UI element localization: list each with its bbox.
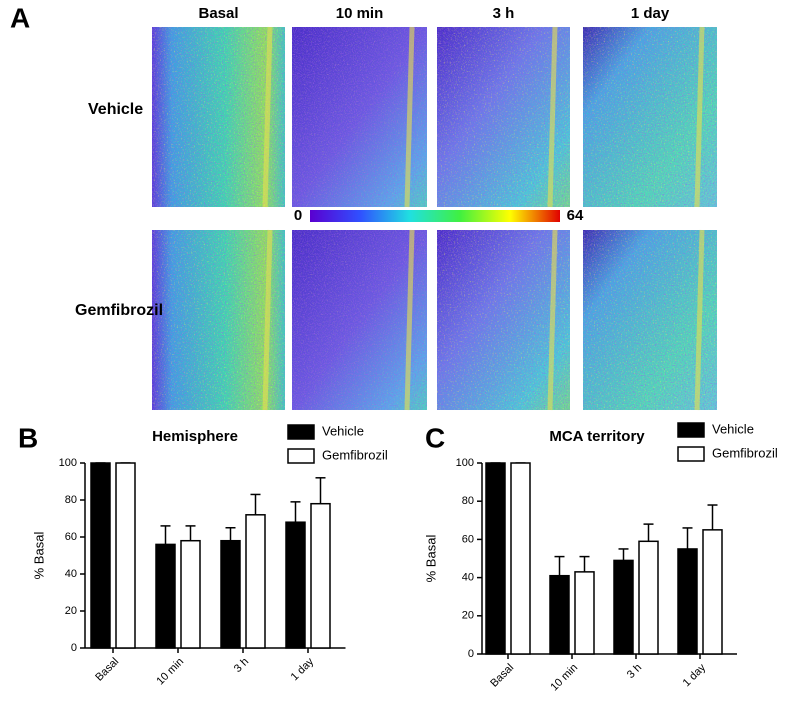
y-tick-label: 20 <box>65 605 77 617</box>
legend-swatch <box>287 448 315 464</box>
y-tick-label: 100 <box>59 457 77 469</box>
image-speckle <box>152 27 285 207</box>
vessel <box>694 229 705 411</box>
y-tick-label: 80 <box>65 494 77 506</box>
x-tick-label: 3 h <box>625 662 644 681</box>
image-speckle <box>583 230 717 410</box>
vessel <box>262 229 273 411</box>
bar <box>677 548 698 655</box>
vessel <box>404 26 415 208</box>
bar <box>310 502 331 649</box>
legend-label: Vehicle <box>322 423 364 438</box>
panel-label: B <box>18 422 38 453</box>
x-tick-label: Basal <box>488 662 516 690</box>
y-tick-label: 40 <box>462 572 474 584</box>
column-header: 1 day <box>631 5 670 22</box>
bar <box>220 539 241 649</box>
vessel <box>547 26 558 208</box>
bar <box>549 574 570 655</box>
column-header: Basal <box>198 5 238 22</box>
row-label: Gemfibrozil <box>75 302 163 319</box>
image-speckle <box>583 27 717 207</box>
panel-label: C <box>425 422 445 453</box>
x-tick-label: 3 h <box>232 656 251 675</box>
y-tick-label: 40 <box>65 568 77 580</box>
image-speckle <box>437 230 570 410</box>
image-speckle <box>437 27 570 207</box>
y-tick-label: 100 <box>456 457 474 469</box>
chart-title: Hemisphere <box>152 428 238 445</box>
bar <box>702 529 723 655</box>
panel-label: A <box>10 2 30 33</box>
legend-swatch <box>287 424 315 440</box>
y-tick-label: 60 <box>65 531 77 543</box>
column-header: 10 min <box>336 5 384 22</box>
bar <box>638 540 659 655</box>
colorbar-min: 0 <box>294 207 302 224</box>
legend-label: Gemfibrozil <box>712 445 778 460</box>
y-tick-label: 60 <box>462 533 474 545</box>
image-speckle <box>292 230 427 410</box>
bar <box>180 539 201 649</box>
x-tick-label: 10 min <box>548 662 580 694</box>
legend-label: Vehicle <box>712 421 754 436</box>
image-speckle <box>152 230 285 410</box>
vessel <box>694 26 705 208</box>
chart-title: MCA territory <box>549 428 645 445</box>
bar <box>90 462 111 649</box>
y-tick-label: 20 <box>462 610 474 622</box>
image-speckle <box>292 27 427 207</box>
bar <box>613 559 634 655</box>
bar <box>574 571 595 655</box>
bar <box>245 514 266 649</box>
column-header: 3 h <box>493 5 515 22</box>
vessel <box>547 229 558 411</box>
bar <box>115 462 136 649</box>
bar <box>510 462 531 655</box>
vessel <box>404 229 415 411</box>
bar <box>155 543 176 649</box>
y-tick-label: 0 <box>468 648 474 660</box>
x-tick-label: Basal <box>93 656 121 684</box>
legend-label: Gemfibrozil <box>322 447 388 462</box>
y-axis-label: % Basal <box>31 532 46 580</box>
row-label: Vehicle <box>88 101 143 118</box>
legend-swatch <box>677 446 705 462</box>
colorbar-max: 64 <box>567 207 584 224</box>
image-grid <box>152 26 717 411</box>
x-tick-label: 1 day <box>681 661 709 689</box>
colorbar <box>310 210 560 222</box>
y-tick-label: 80 <box>462 495 474 507</box>
y-axis-label: % Basal <box>423 535 438 583</box>
x-tick-label: 1 day <box>289 655 317 683</box>
vessel <box>262 26 273 208</box>
legend-swatch <box>677 422 705 438</box>
x-tick-label: 10 min <box>154 656 186 688</box>
bar <box>285 521 306 649</box>
bar <box>485 462 506 655</box>
y-tick-label: 0 <box>71 642 77 654</box>
